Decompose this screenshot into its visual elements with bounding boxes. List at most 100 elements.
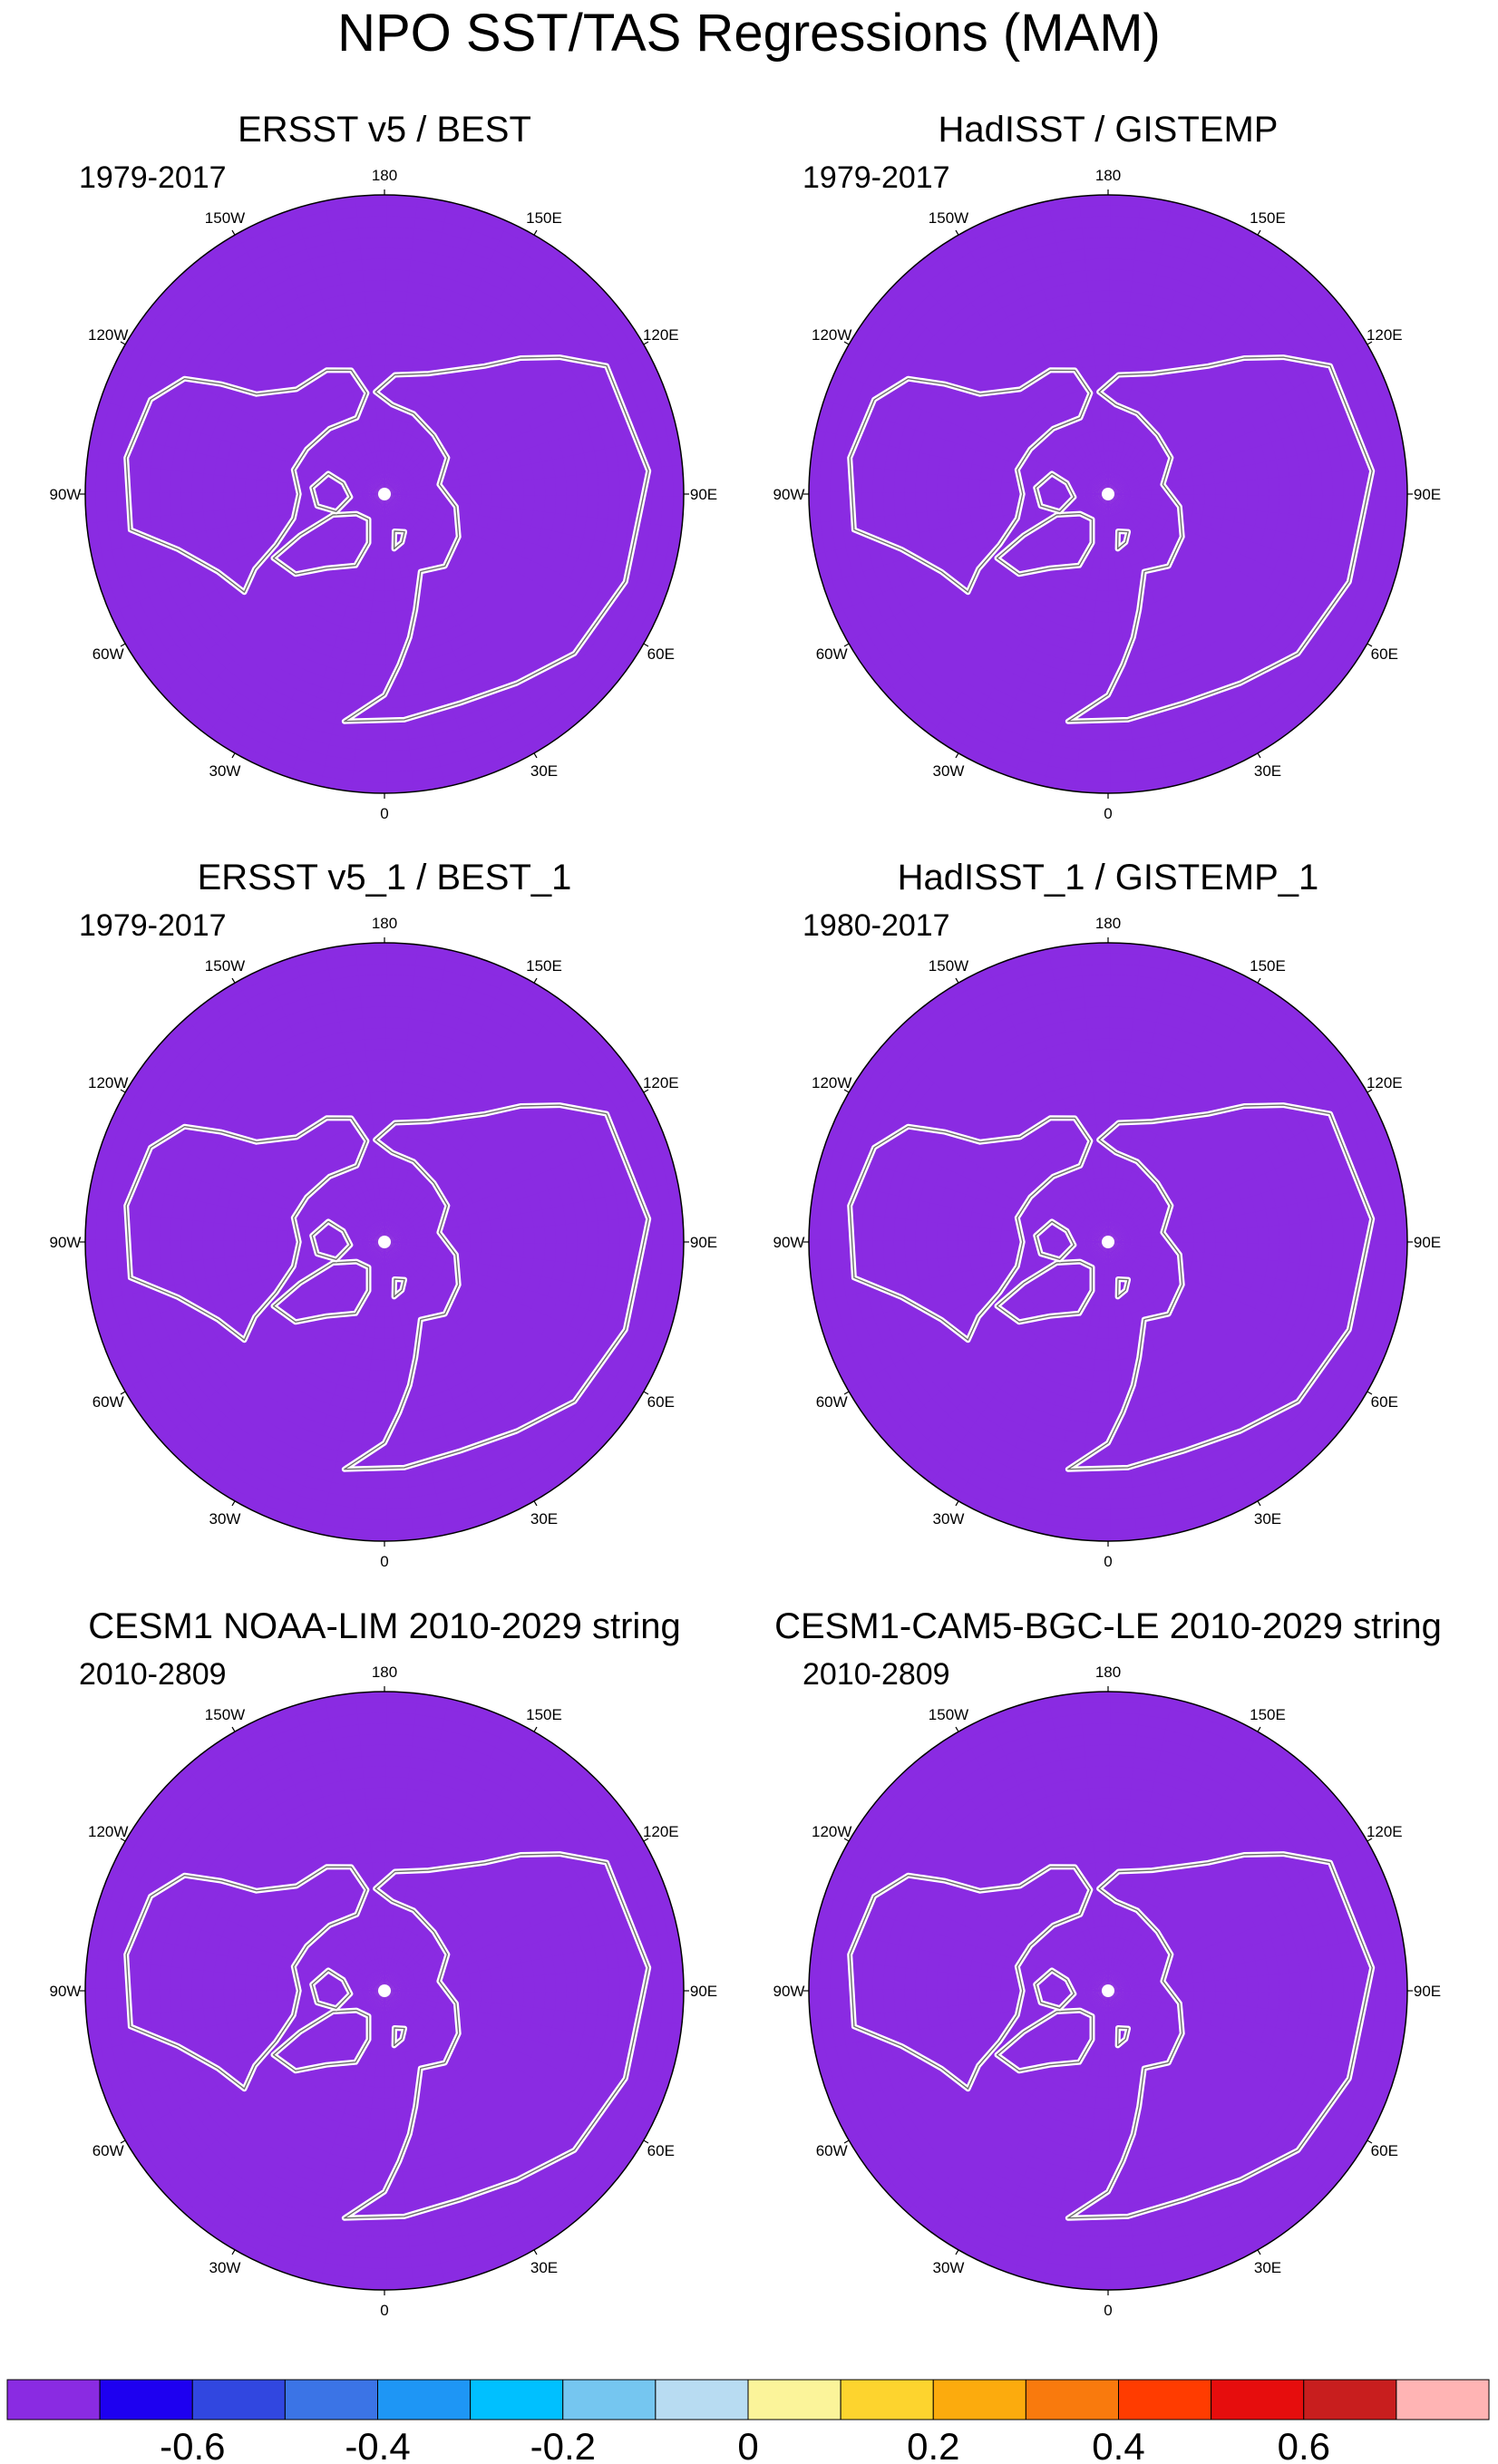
field-cell [362, 454, 373, 468]
field-cell [438, 747, 472, 767]
field-cell [384, 504, 387, 517]
field-cell [338, 1028, 365, 1044]
field-cell [607, 541, 627, 572]
field-cell [464, 976, 500, 1000]
field-cell [618, 1319, 640, 1353]
field-cell [390, 419, 401, 432]
field-cell [582, 513, 598, 540]
lon-tick [643, 643, 649, 647]
field-cell [872, 592, 897, 625]
field-cell [1209, 515, 1224, 532]
field-cell [404, 487, 417, 492]
field-cell [951, 364, 975, 389]
field-cell [95, 1239, 110, 1275]
field-cell [1255, 402, 1276, 426]
field-cell [994, 287, 1023, 311]
field-cell [1086, 485, 1099, 491]
field-cell [382, 748, 414, 762]
field-cell [1104, 461, 1109, 474]
field-cell [532, 317, 561, 346]
field-cell [1227, 549, 1246, 570]
field-cell [1139, 457, 1153, 470]
field-cell [1080, 444, 1092, 458]
field-cell [579, 401, 599, 430]
field-cell [842, 605, 870, 641]
field-cell [1133, 509, 1146, 520]
field-cell [309, 263, 340, 282]
field-cell [478, 1016, 510, 1040]
field-cell [970, 418, 989, 439]
field-cell [383, 694, 409, 709]
field-cell [637, 1295, 657, 1330]
field-cell [940, 402, 961, 426]
field-cell [198, 594, 222, 622]
field-cell [149, 1340, 173, 1373]
field-cell [1036, 639, 1060, 658]
field-cell [349, 334, 370, 349]
field-cell [293, 958, 329, 979]
field-cell [1157, 242, 1190, 262]
field-cell [1381, 551, 1402, 589]
field-cell [442, 668, 469, 689]
field-cell [1153, 263, 1183, 282]
field-cell [192, 511, 208, 536]
field-cell [426, 519, 442, 533]
field-cell [1093, 476, 1103, 487]
field-cell [1250, 285, 1282, 314]
field-cell [281, 659, 308, 681]
field-cell [590, 620, 618, 654]
field-cell [670, 1208, 684, 1245]
field-cell [1297, 609, 1323, 641]
field-cell [429, 263, 460, 282]
field-cell [235, 461, 249, 481]
field-cell [182, 706, 218, 738]
field-cell [1299, 492, 1312, 518]
field-cell [91, 399, 112, 437]
field-cell [942, 606, 967, 632]
field-cell [1118, 493, 1131, 497]
field-cell [370, 451, 379, 465]
field-cell [627, 1213, 642, 1244]
field-cell [465, 297, 493, 320]
field-cell [1094, 364, 1109, 378]
field-cell [168, 1331, 192, 1362]
field-cell [277, 1465, 311, 1488]
field-cell [881, 649, 911, 683]
field-cell [514, 1050, 544, 1077]
field-cell [512, 573, 534, 597]
lon-label: 30E [1254, 762, 1281, 780]
field-cell [1079, 474, 1092, 484]
field-cell [1067, 521, 1081, 535]
field-cell [149, 1047, 180, 1081]
field-cell [254, 627, 279, 651]
field-cell [884, 615, 911, 647]
field-cell [234, 1225, 248, 1244]
field-cell [936, 242, 971, 271]
field-cell [1061, 514, 1075, 527]
field-cell [1319, 492, 1334, 519]
field-cell [255, 1227, 268, 1243]
field-cell [989, 480, 1003, 495]
field-cell [300, 467, 315, 480]
field-cell [490, 1085, 515, 1109]
panel-period: 1979-2017 [79, 160, 227, 195]
field-cell [383, 1102, 401, 1116]
field-cell [323, 530, 338, 546]
field-cell [394, 496, 406, 501]
field-cell [632, 1090, 659, 1127]
field-cell [217, 1331, 239, 1357]
field-cell [554, 1411, 585, 1442]
field-cell [247, 328, 273, 353]
field-cell [1219, 453, 1235, 471]
field-cell [893, 609, 919, 641]
field-cell [352, 490, 365, 495]
field-cell [809, 461, 822, 497]
field-cell [1094, 545, 1104, 558]
field-cell [208, 1144, 229, 1170]
field-cell [1000, 481, 1014, 495]
field-cell [458, 717, 491, 740]
field-cell [561, 671, 593, 703]
field-cell [309, 1454, 340, 1473]
field-cell [1138, 441, 1153, 455]
